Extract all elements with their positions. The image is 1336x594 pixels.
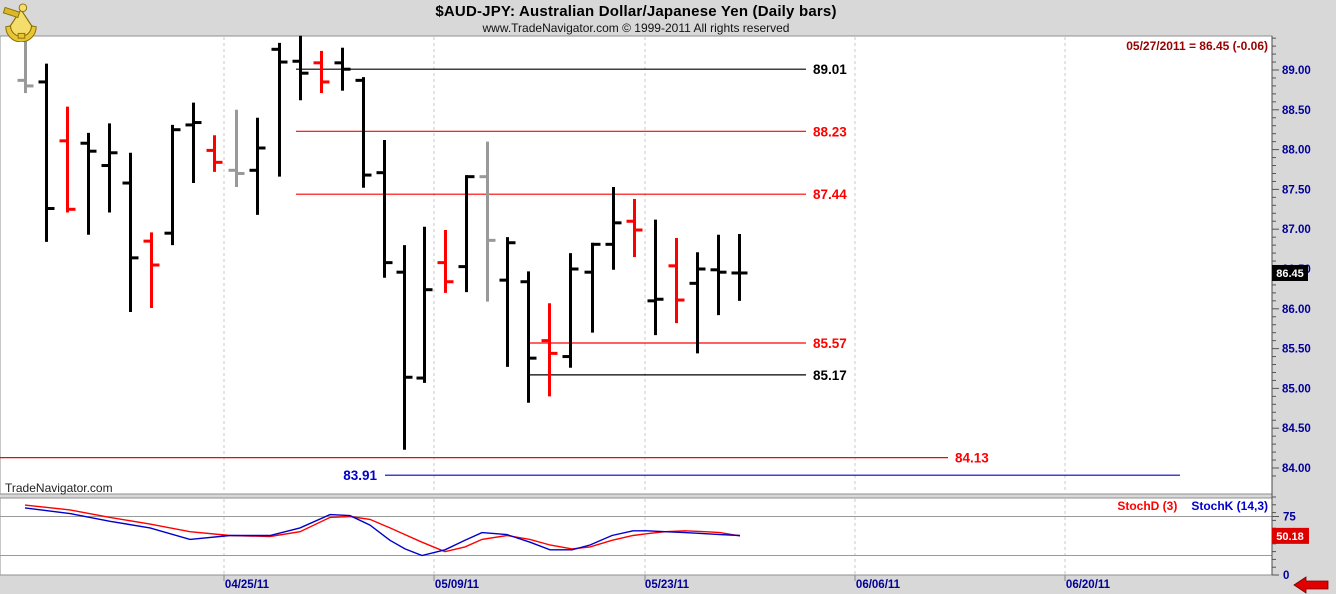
ohlc-bar xyxy=(396,245,413,450)
scroll-left-arrow-icon[interactable] xyxy=(1293,576,1329,594)
level-label: 83.91 xyxy=(343,468,377,483)
price-axis-label: 88.00 xyxy=(1282,145,1311,157)
last-quote-label: 05/27/2011 = 86.45 (-0.06) xyxy=(1126,39,1268,53)
price-axis-label: 89.00 xyxy=(1282,65,1311,77)
ohlc-bar xyxy=(334,47,351,91)
ohlc-bar xyxy=(458,175,475,293)
ohlc-bar xyxy=(731,233,748,301)
indicator-legend: StochD (3) StochK (14,3) xyxy=(1117,499,1268,513)
price-axis-label: 87.00 xyxy=(1282,224,1311,236)
date-axis-label: 05/23/11 xyxy=(645,579,690,591)
ohlc-bar xyxy=(584,242,601,333)
ohlc-bar xyxy=(185,102,202,184)
stochd-value-box xyxy=(1272,527,1309,544)
ohlc-bar xyxy=(479,141,496,302)
ohlc-bar xyxy=(292,35,309,101)
stochd-value: 50.18 xyxy=(1276,531,1304,543)
date-axis-label: 06/06/11 xyxy=(856,579,901,591)
last-price-box xyxy=(1272,264,1308,281)
stochastic-pane[interactable] xyxy=(0,497,1273,576)
tradenavigator-sextant-logo-icon xyxy=(2,3,37,42)
price-pane[interactable] xyxy=(0,35,1273,495)
level-label: 89.01 xyxy=(813,62,847,77)
ohlc-bar xyxy=(122,152,139,312)
stoch-axis-label: 0 xyxy=(1283,570,1289,582)
ohlc-bar xyxy=(541,303,558,397)
ohlc-bar xyxy=(437,229,454,293)
stochd-legend-label[interactable]: StochD (3) xyxy=(1117,499,1178,513)
level-label: 85.57 xyxy=(813,336,847,351)
chart-subtitle: www.TradeNavigator.com © 1999-2011 All r… xyxy=(482,21,790,35)
date-axis-label: 05/09/11 xyxy=(435,579,480,591)
ohlc-bar xyxy=(271,42,288,177)
ohlc-bar xyxy=(164,124,181,246)
stochd-line xyxy=(24,504,741,553)
price-axis-label: 85.00 xyxy=(1282,383,1311,395)
ohlc-bar xyxy=(249,117,266,215)
level-label: 87.44 xyxy=(813,187,847,202)
ohlc-bar xyxy=(206,135,223,172)
ohlc-bar xyxy=(80,132,97,235)
ohlc-bar xyxy=(626,198,643,258)
ohlc-bar xyxy=(605,187,622,270)
ohlc-bar xyxy=(228,109,245,188)
price-axis-label: 87.50 xyxy=(1282,184,1311,196)
price-axis-label: 86.00 xyxy=(1282,304,1311,316)
date-axis-label: 06/20/11 xyxy=(1066,579,1111,591)
ohlc-bar xyxy=(376,140,393,278)
ohlc-bar xyxy=(416,226,433,383)
ohlc-bar xyxy=(143,232,160,309)
tradenavigator-watermark: TradeNavigator.com xyxy=(5,481,113,495)
ohlc-bar xyxy=(17,38,34,94)
ohlc-bar xyxy=(499,237,516,367)
ohlc-bar xyxy=(668,237,685,324)
date-axis-label: 04/25/11 xyxy=(225,579,270,591)
price-axis-label: 88.50 xyxy=(1282,105,1311,117)
level-label: 88.23 xyxy=(813,124,847,139)
ohlc-bar xyxy=(520,271,537,403)
price-axis-label: 84.50 xyxy=(1282,423,1311,435)
ohlc-bar xyxy=(562,253,579,368)
stochk-line xyxy=(24,507,741,557)
ohlc-bar xyxy=(59,106,76,213)
ohlc-bar xyxy=(101,123,118,213)
ohlc-bar xyxy=(313,50,330,94)
chart-title: $AUD-JPY: Australian Dollar/Japanese Yen… xyxy=(435,3,837,20)
ohlc-bar xyxy=(38,63,55,242)
price-axis-label: 85.50 xyxy=(1282,344,1311,356)
price-axis-label: 84.00 xyxy=(1282,463,1311,475)
level-label: 85.17 xyxy=(813,368,847,383)
chart-header: $AUD-JPY: Australian Dollar/Japanese Yen… xyxy=(0,0,1272,36)
ohlc-bar xyxy=(710,234,727,316)
last-price-value: 86.45 xyxy=(1276,268,1304,280)
stochk-legend-label[interactable]: StochK (14,3) xyxy=(1191,499,1268,513)
ohlc-bar xyxy=(647,219,664,336)
level-label: 84.13 xyxy=(955,451,989,466)
ohlc-bar xyxy=(689,252,706,354)
stoch-axis-label: 75 xyxy=(1283,512,1296,524)
ohlc-bar xyxy=(355,77,372,188)
